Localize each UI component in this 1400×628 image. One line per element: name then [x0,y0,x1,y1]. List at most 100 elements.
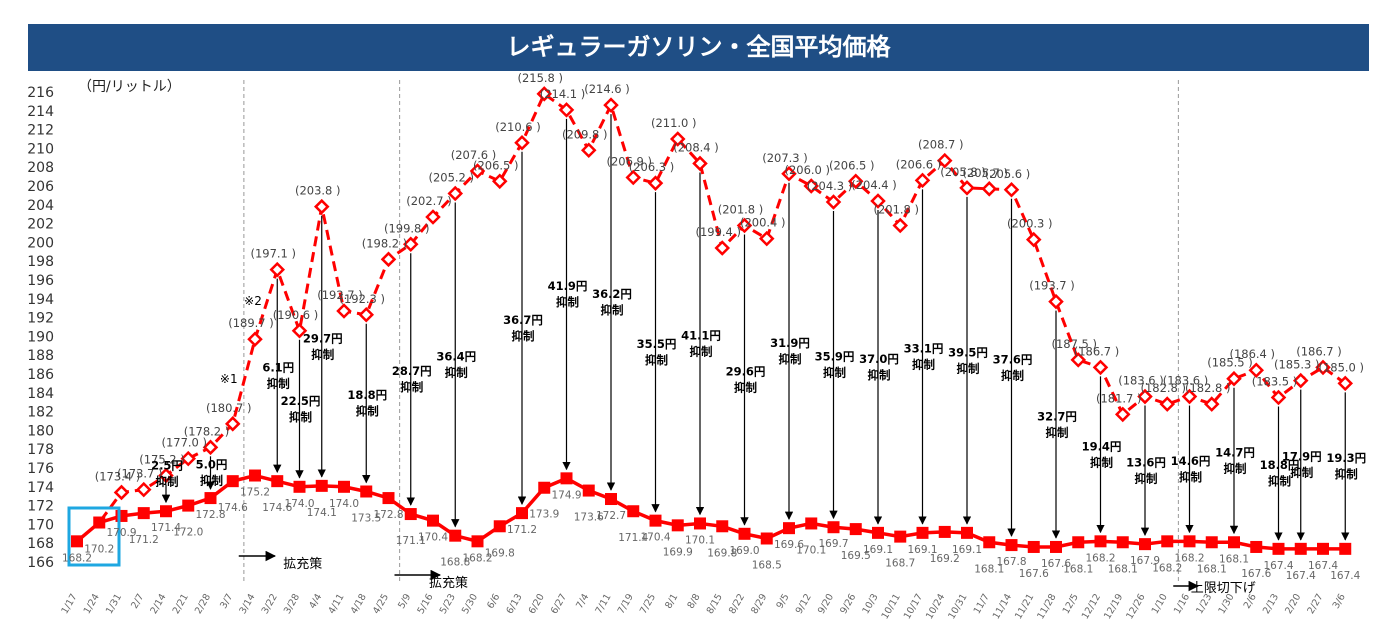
average-value-label: 172.7 [596,510,626,522]
data-labels: (173.4 )(173.7 )(175.2 )(177.0 )(178.2 )… [62,71,1366,582]
average-value-label: 169.1 [952,544,982,556]
subsidy-amount: 41.1円 [681,328,721,342]
square-point [338,481,350,493]
x-tick-label: 2/21 [171,592,191,616]
subsidy-suffix: 抑制 [601,303,624,317]
y-tick-label: 170 [27,517,54,533]
square-point [650,515,662,527]
unsubsidized-value-label: (206.5 ) [473,158,519,172]
subsidy-suffix: 抑制 [1335,467,1358,481]
y-tick-label: 214 [27,104,54,120]
square-point [1228,536,1240,548]
average-value-label: 171.2 [507,524,537,536]
square-point [739,528,751,540]
average-value-label: 170.1 [685,534,715,546]
square-point [160,505,172,517]
y-tick-label: 176 [27,461,54,477]
unsubsidized-value-label: (201.8 ) [718,202,764,216]
x-tick-label: 8/15 [705,592,725,616]
x-tick-label: 7/25 [638,592,658,616]
subsidy-suffix: 抑制 [912,358,935,372]
square-point [605,493,617,505]
x-tick-label: 3/28 [282,592,302,616]
x-tick-label: 8/1 [663,592,680,611]
x-tick-label: 10/17 [902,592,925,621]
x-tick-label: 10/11 [880,592,903,621]
y-tick-label: 190 [27,329,54,345]
square-point [627,505,639,517]
subsidy-amount: 35.9円 [815,350,855,364]
square-point [1295,543,1307,555]
square-point [1273,543,1285,555]
subsidy-suffix: 抑制 [556,295,579,309]
y-tick-label: 208 [27,160,54,176]
unsubsidized-value-label: (199.8 ) [384,221,430,235]
square-point [583,485,595,497]
x-tick-label: 5/16 [415,592,435,616]
square-point [138,507,150,519]
average-value-label: 168.1 [1219,553,1249,565]
unsubsidized-value-label: (190.6 ) [273,308,319,322]
subsidy-amount: 29.7円 [303,331,343,345]
diamond-point [271,264,283,276]
unsubsidized-value-label: (198.2 ) [362,236,408,250]
square-point [561,472,573,484]
square-point [872,527,884,539]
y-tick-label: 204 [27,198,54,214]
subsidy-suffix: 抑制 [690,344,713,358]
square-point [939,526,951,538]
average-value-label: 169.1 [863,544,893,556]
diamond-point [516,137,528,149]
annotation-text: ※1 [220,372,238,386]
square-point [227,475,239,487]
square-point [1050,541,1062,553]
diamond-point [1028,234,1040,246]
subsidy-suffix: 抑制 [1268,474,1291,488]
x-tick-label: 1/17 [59,592,79,616]
x-tick-label: 4/25 [371,592,391,616]
subsidy-amount: 29.6円 [726,365,766,379]
subsidy-suffix: 抑制 [957,361,980,375]
unsubsidized-value-label: (193.7 ) [1029,279,1075,293]
average-value-label: 168.7 [885,558,915,570]
unsubsidized-value-label: (215.8 ) [517,71,563,85]
diamond-point [316,201,328,213]
square-point [249,470,261,482]
square-point [1028,541,1040,553]
unsubsidized-value-label: (206.3 ) [629,160,675,174]
unsubsidized-value-label: (209.8 ) [562,127,608,141]
subsidy-suffix: 抑制 [734,381,757,395]
unsubsidized-value-label: (208.4 ) [673,140,719,154]
square-point [516,507,528,519]
x-tick-label: 5/23 [438,592,458,616]
x-tick-label: 1/24 [82,592,102,616]
unsubsidized-value-label: (182.8 ) [1185,381,1231,395]
subsidy-suffix: 抑制 [1290,466,1313,480]
square-point [1250,541,1262,553]
square-point [917,527,929,539]
y-tick-label: 202 [27,217,54,233]
square-point [405,508,417,520]
subsidy-amount: 18.8円 [347,388,387,402]
x-tick-label: 1/31 [104,592,124,616]
unsubsidized-value-label: (181.7 ) [1096,391,1142,405]
x-tick-label: 8/8 [685,592,702,611]
average-value-label: 167.4 [1330,570,1360,582]
unsubsidized-value-label: (200.3 ) [1007,217,1053,231]
square-point [294,481,306,493]
y-tick-label: 168 [27,536,54,552]
subsidy-amount: 13.6円 [1126,455,1166,469]
average-value-label: 173.9 [529,509,559,521]
unsubsidized-value-label: (211.0 ) [651,116,697,130]
average-value-label: 168.5 [752,560,782,572]
square-point [961,527,973,539]
diamond-point [650,177,662,189]
square-point [427,515,439,527]
y-tick-label: 196 [27,273,54,289]
subsidy-amount: 19.3円 [1326,451,1366,465]
average-value-label: 167.8 [996,556,1026,568]
unsubsidized-value-label: (205.6 ) [985,167,1031,181]
square-point [494,520,506,532]
subsidy-amount: 37.6円 [993,352,1033,366]
x-tick-label: 2/13 [1261,592,1281,616]
